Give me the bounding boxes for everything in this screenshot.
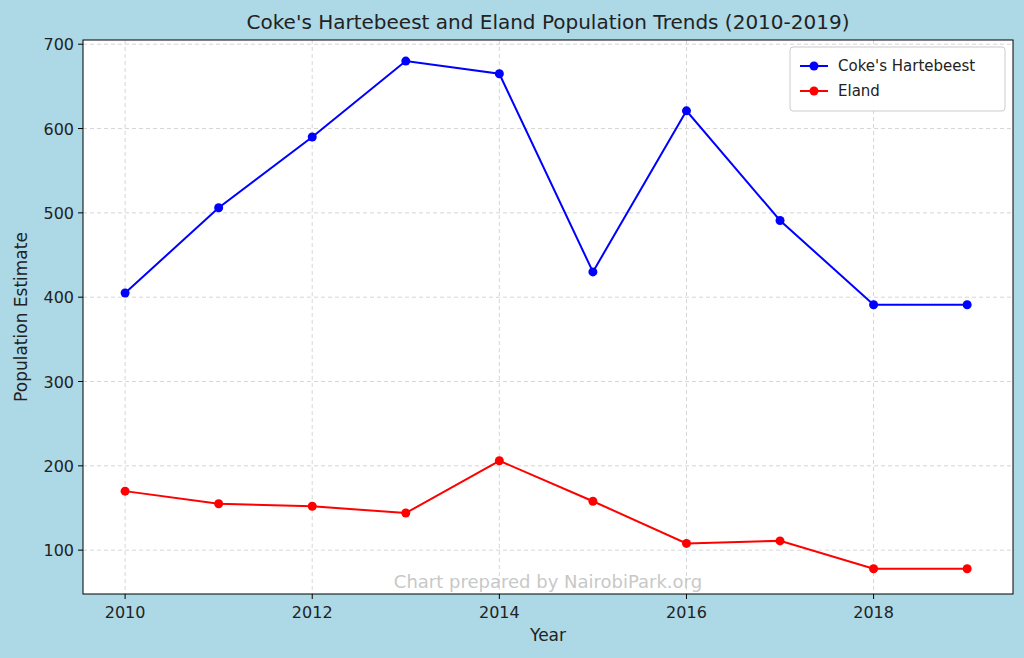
tick-label-y: 200 [43, 457, 74, 476]
series-point [121, 487, 130, 496]
series-point [121, 288, 130, 297]
tick-y [78, 128, 83, 129]
series-point [588, 497, 597, 506]
legend-label: Eland [838, 82, 880, 100]
series-point [495, 456, 504, 465]
figure-background [0, 0, 1024, 658]
series-point [401, 509, 410, 518]
grid-line-y [83, 381, 1013, 382]
tick-label-y: 300 [43, 373, 74, 392]
tick-label-y: 600 [43, 120, 74, 139]
tick-label-x: 2014 [479, 603, 520, 622]
tick-label-y: 500 [43, 204, 74, 223]
tick-y [78, 381, 83, 382]
tick-x [312, 594, 313, 599]
tick-x [499, 594, 500, 599]
grid-line-x [686, 40, 687, 594]
x-axis-label: Year [529, 625, 566, 645]
tick-y [78, 465, 83, 466]
tick-y [78, 550, 83, 551]
series-point [963, 300, 972, 309]
grid-line-y [83, 465, 1013, 466]
series-point [588, 267, 597, 276]
series-point [495, 69, 504, 78]
grid-line-y [83, 128, 1013, 129]
series-point [214, 203, 223, 212]
series-point [869, 300, 878, 309]
plot-frame [83, 40, 1013, 594]
series-line [125, 61, 967, 305]
tick-x [686, 594, 687, 599]
legend-marker [810, 62, 819, 71]
tick-y [78, 297, 83, 298]
series-point [869, 564, 878, 573]
series-point [776, 536, 785, 545]
series-group [121, 57, 972, 574]
title: Coke's Hartebeest and Eland Population T… [247, 10, 850, 34]
grid-line-y [83, 297, 1013, 298]
tick-x [125, 594, 126, 599]
series-point [308, 132, 317, 141]
grid-line-x [499, 40, 500, 594]
tick-label-x: 2016 [666, 603, 707, 622]
series-point [682, 106, 691, 115]
grid-line-y [83, 44, 1013, 45]
tick-y [78, 212, 83, 213]
grid-line-x [312, 40, 313, 594]
legend-label: Coke's Hartebeest [838, 57, 975, 75]
tick-label-x: 2012 [292, 603, 333, 622]
grid-line-y [83, 550, 1013, 551]
grid-line-x [125, 40, 126, 594]
series-point [308, 502, 317, 511]
legend-marker [810, 87, 819, 96]
tick-label-y: 700 [43, 35, 74, 54]
series-point [401, 57, 410, 66]
legend-box [790, 47, 1005, 111]
series-point [776, 216, 785, 225]
tick-label-x: 2010 [105, 603, 146, 622]
plot-background [83, 40, 1013, 594]
tick-x [873, 594, 874, 599]
chart: 2010 2012 2014 2016 2018 100 200 300 400 500 600 70… [0, 0, 1024, 658]
series-point [963, 564, 972, 573]
y-axis-label: Population Estimate [11, 232, 31, 402]
tick-label-y: 400 [43, 288, 74, 307]
grid-line-y [83, 212, 1013, 213]
series-point [214, 499, 223, 508]
tick-y [78, 44, 83, 45]
series-line [125, 461, 967, 569]
series-point [682, 539, 691, 548]
watermark: Chart prepared by NairobiPark.org [394, 571, 702, 592]
tick-label-y: 100 [43, 541, 74, 560]
grid-line-x [873, 40, 874, 594]
tick-label-x: 2018 [853, 603, 894, 622]
